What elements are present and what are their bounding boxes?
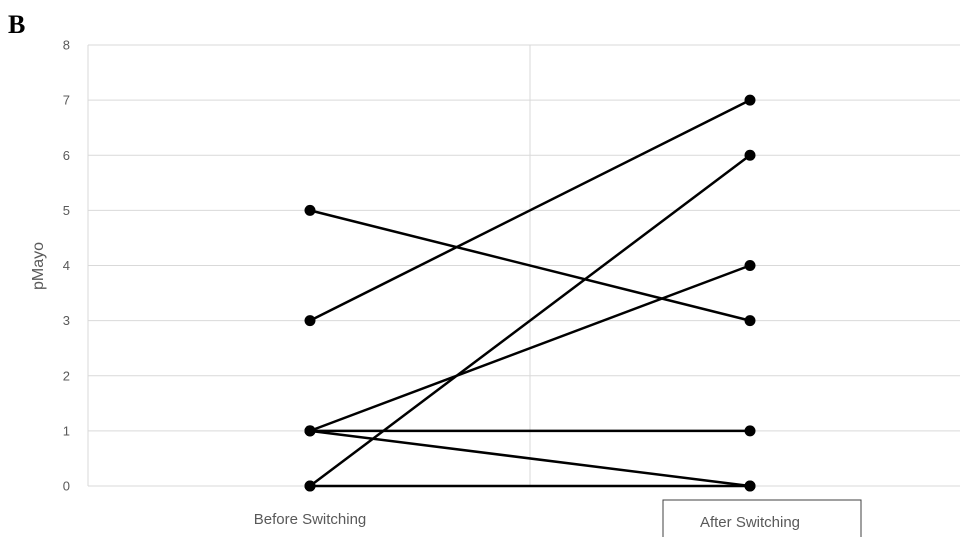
series-line-1 [309, 209, 751, 322]
series-line-4 [309, 264, 751, 433]
series-lines [309, 99, 751, 488]
series-7-point-2 [744, 480, 756, 492]
series-line-6 [309, 429, 751, 488]
x-category-labels: Before Switching After Switching [254, 511, 800, 531]
y-tick-label: 5 [63, 203, 70, 218]
x-category-label: After Switching [700, 514, 800, 531]
y-tick-label: 0 [63, 479, 70, 494]
gridlines [87, 44, 960, 487]
series-1-point-2 [744, 315, 756, 327]
after-label-box [662, 499, 862, 537]
y-tick-label: 3 [63, 313, 70, 328]
y-axis-title: pMayo [30, 242, 47, 290]
series-2-point-1 [304, 315, 316, 327]
y-tick-label: 7 [63, 93, 70, 108]
y-tick-label: 1 [63, 423, 70, 438]
series-5-point-2 [744, 425, 756, 437]
series-points [304, 94, 756, 492]
x-category-label: Before Switching [254, 511, 367, 528]
series-3-point-2 [744, 149, 756, 161]
series-6-point-1 [304, 425, 316, 437]
series-1-point-1 [304, 204, 316, 216]
y-tick-label: 2 [63, 368, 70, 383]
series-4-point-2 [744, 260, 756, 271]
y-tick-label: 6 [63, 148, 70, 163]
series-2-point-2 [744, 94, 756, 106]
y-tick-label: 8 [63, 38, 70, 53]
panel-letter: B [8, 10, 26, 39]
series-7-point-1 [304, 480, 316, 492]
y-tick-labels: 0 1 2 3 4 5 6 7 8 [63, 38, 70, 494]
y-tick-label: 4 [63, 258, 70, 273]
series-line-2 [309, 99, 751, 322]
